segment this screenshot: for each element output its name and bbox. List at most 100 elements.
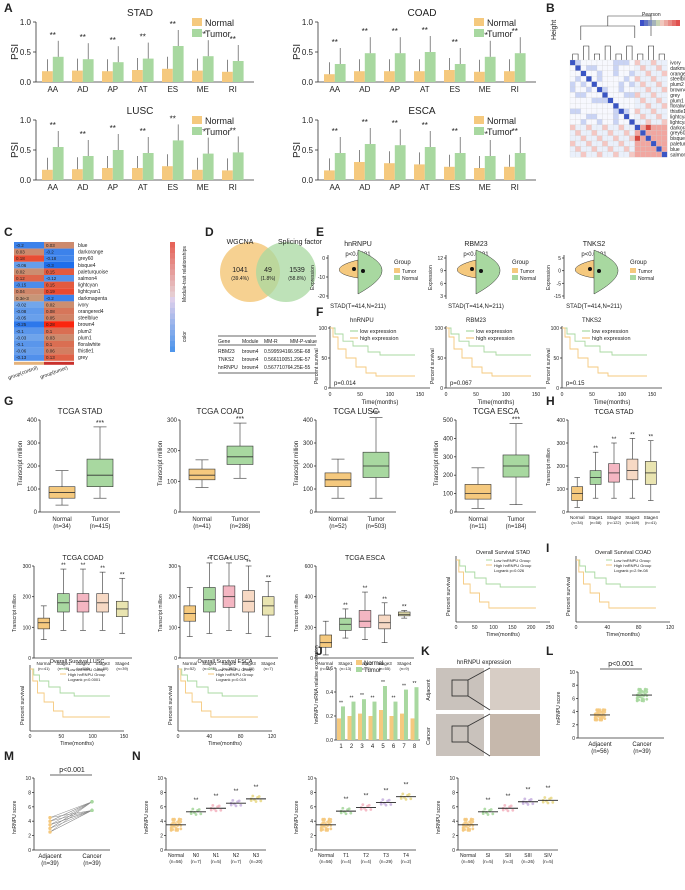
table-cell: brown4 (242, 357, 259, 363)
y-tick-label: 1.0 (302, 18, 314, 27)
table-cell: hnRNPU (218, 365, 238, 371)
trait-cell (44, 341, 74, 348)
y-tick-label: 8 (452, 790, 455, 796)
color-key-label: Pearson (642, 12, 661, 18)
heatmap-cell (586, 86, 592, 93)
heatmap-cell (586, 151, 592, 158)
ihc-title: hnRNPU expression (457, 660, 511, 666)
heatmap-cell (623, 135, 630, 142)
color-bar-step (170, 346, 175, 352)
x-tick-label: 5 (381, 744, 385, 750)
x-tick-label: (n=9) (399, 666, 409, 671)
heatmap-cell (586, 130, 592, 136)
heatmap-cell (634, 86, 641, 93)
bar-tumor (142, 58, 154, 82)
data-dot (506, 809, 510, 813)
y-axis-label: hnRNPU score (556, 691, 562, 725)
violin-tnks2: TNKS2p<0.000150-5-15ExpressionSTAD(T=414… (546, 241, 654, 310)
x-tick-label: Stage2 (76, 661, 91, 666)
significance-mark: ** (486, 798, 491, 804)
heatmap-cell (645, 103, 652, 109)
bar-tumor (424, 52, 436, 82)
data-dot (209, 808, 213, 812)
x-tick-label: (n=41) (193, 524, 211, 530)
trait-value: -0.2 (16, 243, 24, 248)
y-tick-label: 400 (443, 436, 454, 442)
heatmap-cell (602, 76, 608, 82)
data-dot (361, 803, 365, 807)
data-dot (189, 812, 193, 816)
x-tick-label: AT (420, 85, 430, 94)
x-tick-label: Stage4 (261, 661, 276, 666)
trait-value: -0.25 (16, 322, 27, 327)
median-dot (352, 267, 356, 271)
trait-cell (44, 261, 74, 269)
heatmap-cell (591, 119, 598, 125)
heatmap-cell (623, 130, 630, 136)
heatmap-cell (629, 119, 635, 125)
data-dot (364, 808, 368, 812)
heatmap-cell (607, 119, 614, 125)
survival-curve (562, 327, 647, 356)
scatter-l: p<0.001 0 2 4 6 8 10 hnRNPU score Adjacent(n=56)… (556, 661, 664, 755)
data-dot (635, 696, 639, 700)
heatmap-cell (586, 103, 592, 109)
y-tick-label: 200 (169, 595, 178, 601)
module-label: plum1 (78, 335, 92, 341)
group-bar-control (14, 361, 44, 365)
x-tick-label: (n=39) (83, 861, 101, 867)
heatmap-cell (596, 86, 603, 93)
x-tick-label: 40 (605, 625, 611, 631)
x-tick-label: 100 (618, 392, 627, 398)
heatmap-cell (629, 76, 635, 82)
heatmap-cell (596, 140, 603, 147)
bar-normal (474, 71, 485, 82)
color-bar-step (170, 324, 175, 330)
km-pvalue: p=0.15 (566, 381, 585, 387)
data-dot (344, 812, 348, 816)
trait-cell (44, 255, 74, 262)
heatmap-cell (623, 113, 630, 120)
data-dot (234, 804, 238, 808)
bar-tumor (334, 153, 346, 180)
heatmap-cell (569, 151, 576, 158)
heatmap-cell (580, 113, 587, 120)
venn-d: WGCNA Splicing factor 1041 (39.4%) 49 (1.8%) 1… (218, 239, 323, 374)
color-bar-step (170, 247, 175, 253)
module-label: ivory (670, 61, 681, 67)
heatmap-cell (640, 70, 646, 77)
table-cell: 0.56611005 (264, 357, 290, 363)
data-dot (465, 817, 468, 821)
trait-value: -0.12 (46, 276, 57, 281)
x-tick-label: RI (511, 85, 519, 94)
heatmap-cell (656, 151, 662, 158)
data-dot (471, 827, 475, 831)
legend-label-low: Low hnRNPU Group (68, 667, 105, 672)
heatmap-cell (596, 146, 603, 152)
heatmap-cell (580, 140, 587, 147)
y-tick-label: 50 (553, 356, 559, 362)
heatmap-cell (656, 65, 662, 71)
heatmap-cell (591, 76, 598, 82)
color-key-step (656, 20, 660, 26)
box-title: TCGA LUSC (333, 407, 379, 416)
module-label: grey (670, 93, 680, 99)
x-tick-label: ES (167, 183, 178, 192)
data-dot (511, 808, 515, 812)
heatmap-cell (640, 113, 646, 120)
data-dot (471, 817, 475, 821)
y-tick-label: 0.0 (302, 78, 314, 87)
x-tick-label: Tumor (231, 517, 248, 523)
pvalue-label: p<0.001 (59, 767, 85, 774)
color-bar-step (170, 275, 175, 281)
bar-normal (384, 71, 395, 82)
x-tick-label: 0 (445, 392, 448, 398)
trait-value: 0.15 (46, 283, 55, 288)
trait-value: -0.2 (46, 250, 54, 255)
x-tick-label: AA (329, 183, 340, 192)
color-bar-step (170, 341, 175, 347)
heatmap-cell (602, 119, 608, 125)
trait-cell (14, 327, 44, 335)
heatmap-cell (650, 86, 657, 93)
heatmap-cell (645, 76, 652, 82)
